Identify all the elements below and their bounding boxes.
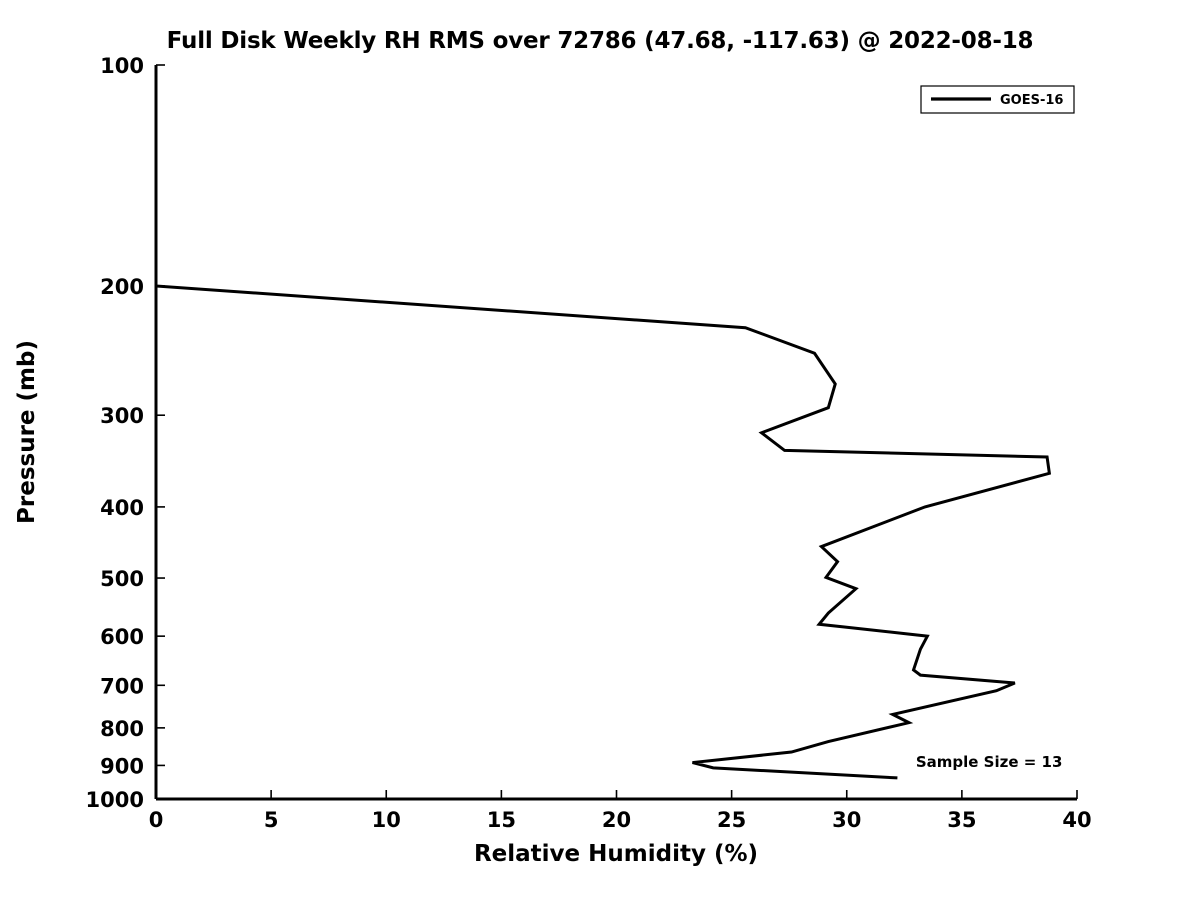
x-tick-label: 10 <box>372 808 401 832</box>
data-line-goes-16 <box>154 65 1052 780</box>
y-axis-title: Pressure (mb) <box>14 340 40 524</box>
legend: GOES-16 <box>920 85 1075 114</box>
y-tick-label: 300 <box>100 404 144 428</box>
y-tick-label: 600 <box>100 625 144 649</box>
y-tick-label: 700 <box>100 674 144 698</box>
y-tick-label: 400 <box>100 496 144 520</box>
y-axis-ticks: 100 200 300 400 500 600 700 800 900 1000 <box>86 54 165 812</box>
y-tick-label: 800 <box>100 717 144 741</box>
plot-background <box>156 65 1077 799</box>
x-tick-label: 40 <box>1062 808 1091 832</box>
x-tick-label: 15 <box>487 808 516 832</box>
y-tick-label: 500 <box>100 567 144 591</box>
x-axis-ticks: 0 5 10 15 20 25 30 35 40 <box>149 790 1092 832</box>
x-tick-label: 20 <box>602 808 631 832</box>
x-tick-label: 25 <box>717 808 746 832</box>
y-tick-label: 900 <box>100 754 144 778</box>
sample-size-annotation: Sample Size = 13 <box>916 753 1063 771</box>
x-tick-label: 35 <box>947 808 976 832</box>
x-tick-label: 30 <box>832 808 861 832</box>
chart-annotations: Sample Size = 13 <box>916 753 1063 771</box>
y-tick-label: 100 <box>100 54 144 78</box>
x-tick-label: 5 <box>264 808 279 832</box>
y-tick-label: 1000 <box>86 788 144 812</box>
x-tick-label: 0 <box>149 808 164 832</box>
data-series-group <box>154 65 1052 780</box>
x-axis-title: Relative Humidity (%) <box>474 841 758 867</box>
legend-label-goes16: GOES-16 <box>1000 93 1063 108</box>
y-tick-label: 200 <box>100 275 144 299</box>
chart-title: Full Disk Weekly RH RMS over 72786 (47.6… <box>166 28 1034 54</box>
